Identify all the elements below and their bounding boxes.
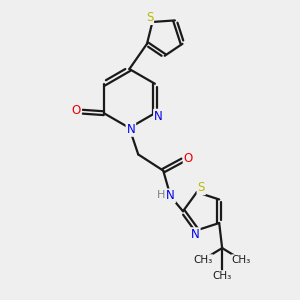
Text: N: N [166, 189, 175, 203]
Text: N: N [191, 228, 200, 241]
Text: CH₃: CH₃ [232, 255, 251, 265]
Text: N: N [127, 123, 135, 136]
Text: CH₃: CH₃ [212, 271, 232, 281]
Text: O: O [184, 152, 193, 165]
Text: S: S [146, 11, 153, 24]
Text: N: N [154, 110, 163, 123]
Text: O: O [72, 104, 81, 117]
Text: S: S [197, 181, 205, 194]
Text: CH₃: CH₃ [194, 255, 213, 265]
Text: H: H [157, 190, 165, 200]
